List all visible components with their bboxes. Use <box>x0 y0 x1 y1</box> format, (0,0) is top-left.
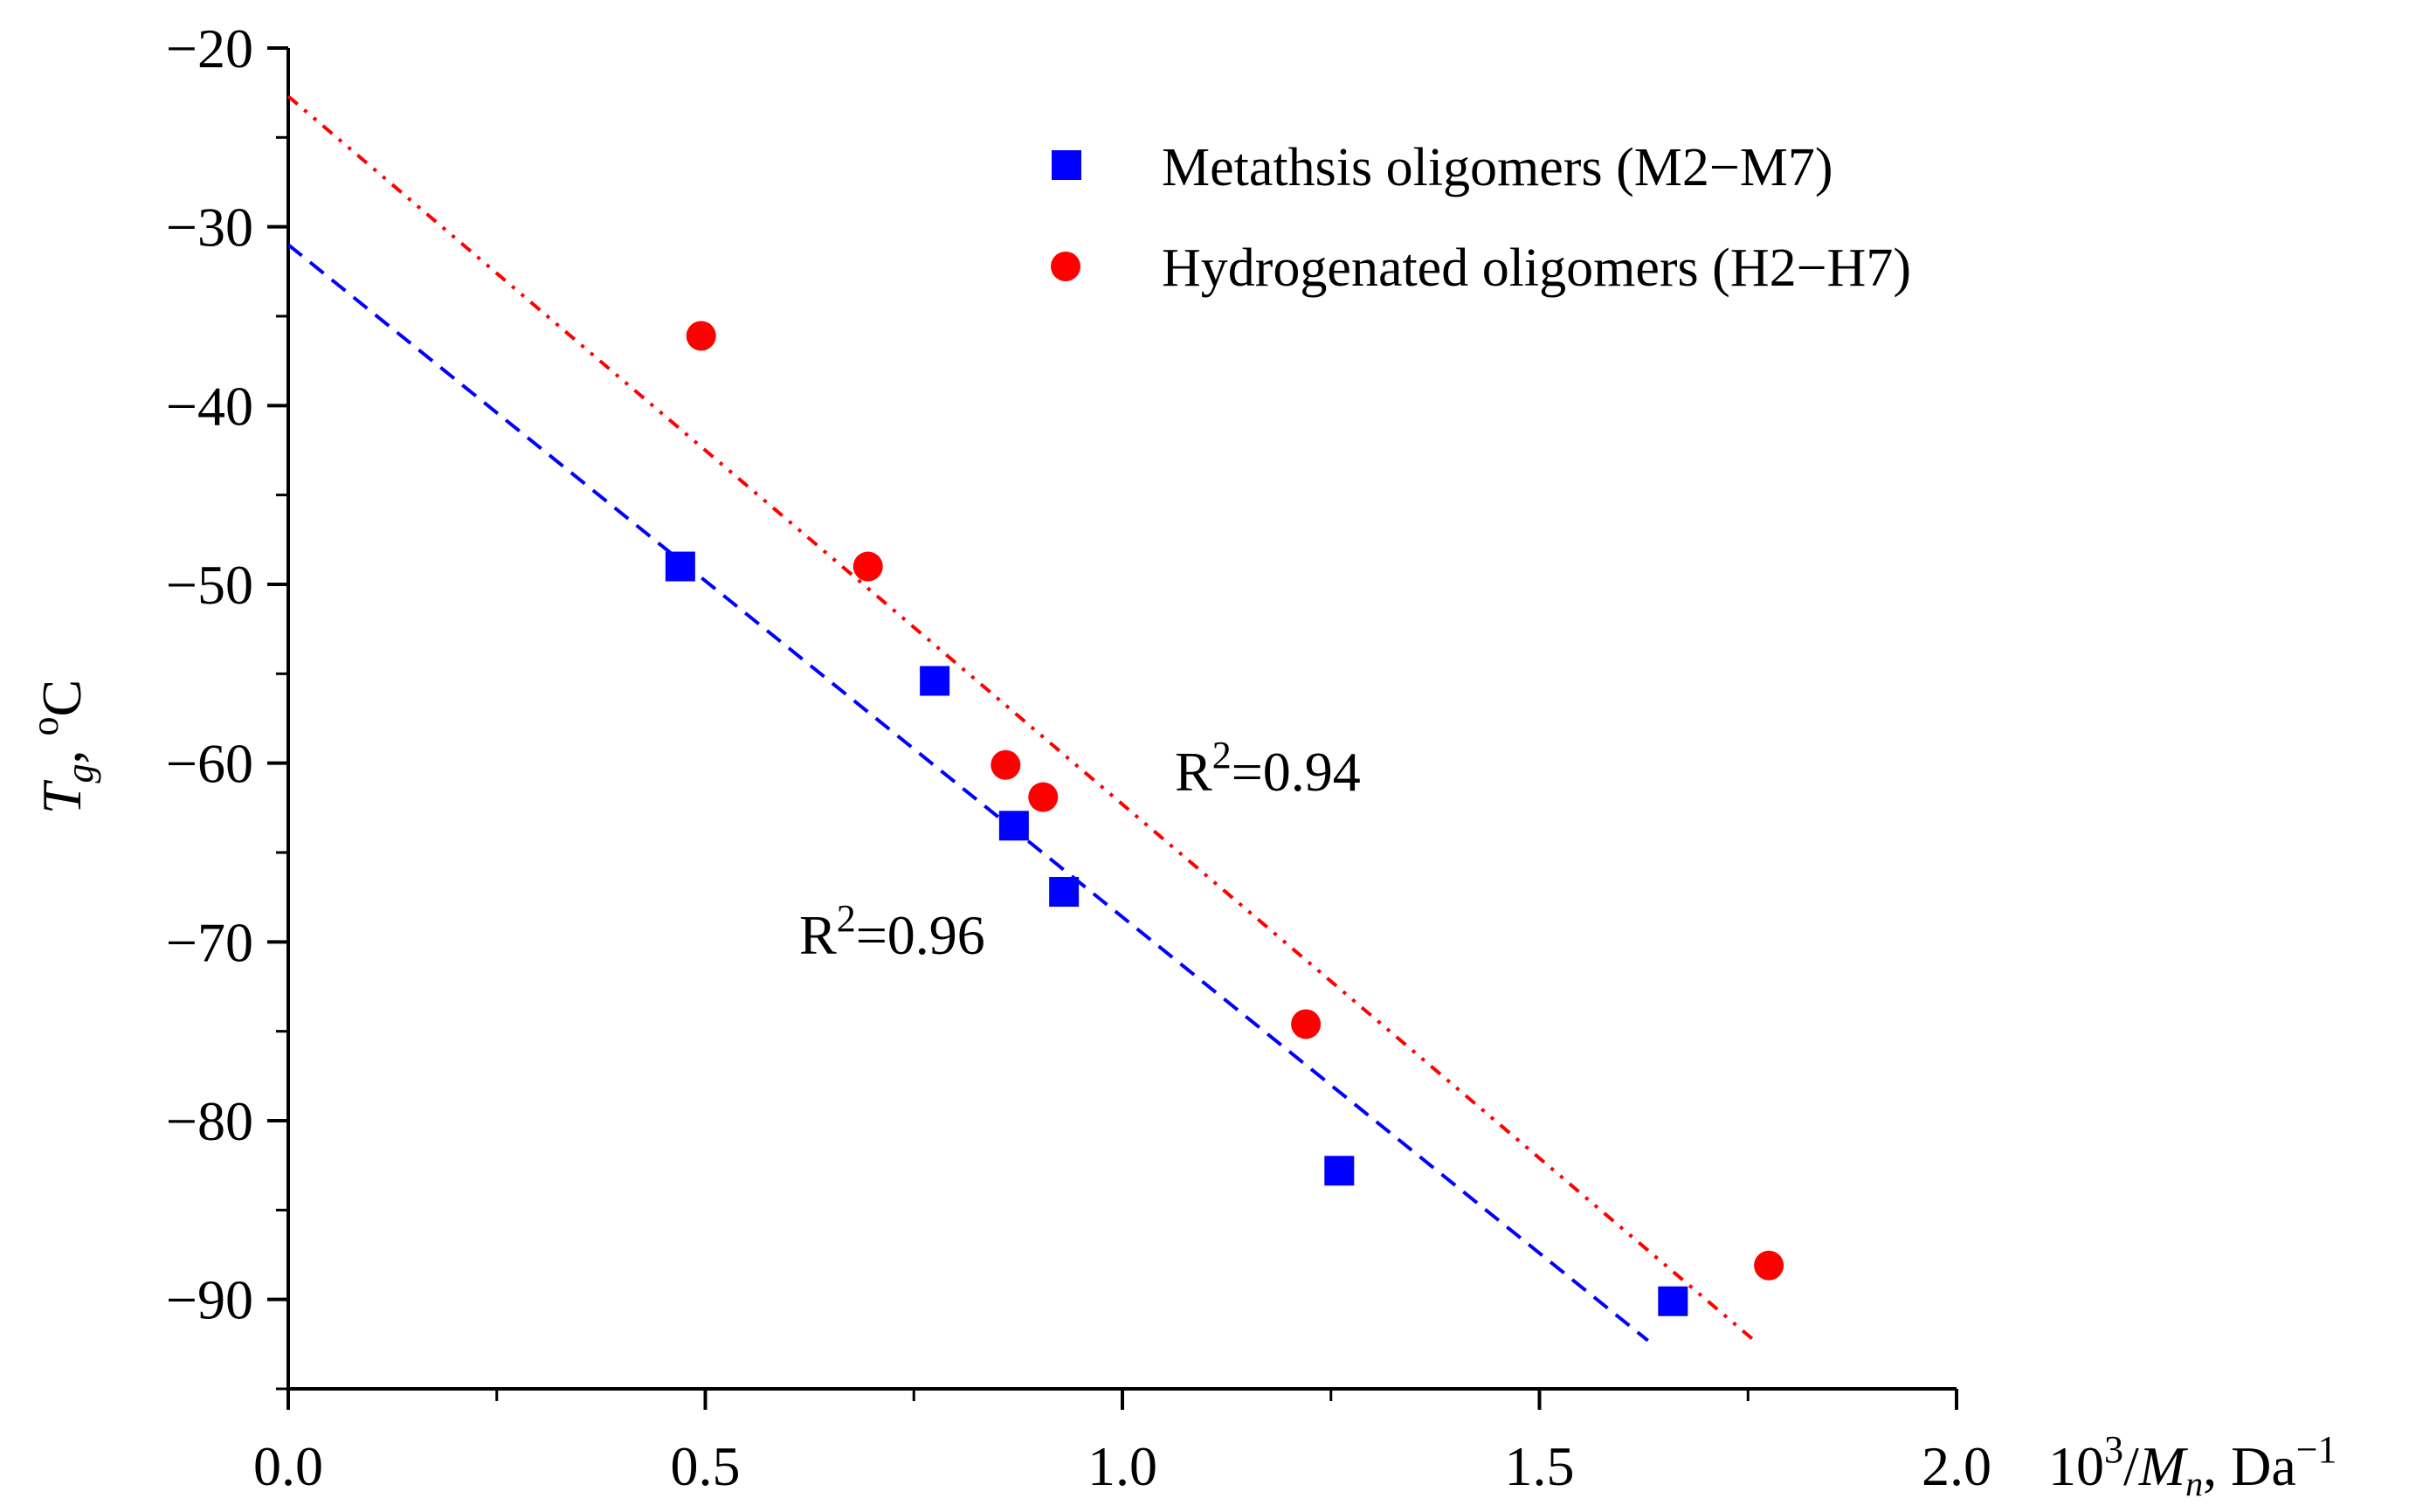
x-axis-title: 103/Mn, Da−1 <box>2048 1428 2337 1503</box>
legend-label-metathesis: Metathsis oligomers (M2−M7) <box>1162 138 1833 197</box>
r2-label-metathesis: R2=0.96 <box>799 897 985 966</box>
x-tick-label: 0.5 <box>671 1435 741 1497</box>
x-ticks: 0.0 0.5 1.0 1.5 2.0 <box>253 1389 1991 1497</box>
legend-marker-hydrogenated <box>1051 252 1080 281</box>
point-hydrogenated <box>991 749 1021 780</box>
fit-lines <box>286 94 1754 1343</box>
point-hydrogenated <box>1291 1009 1322 1039</box>
x-tick-label: 1.0 <box>1087 1435 1157 1497</box>
x-tick-label: 1.5 <box>1505 1435 1575 1497</box>
point-hydrogenated <box>1754 1250 1784 1281</box>
legend-label-hydrogenated: Hydrogenated oligomers (H2−H7) <box>1162 238 1911 298</box>
x-tick-label: 0.0 <box>253 1435 323 1497</box>
legend-marker-metathesis <box>1052 150 1081 180</box>
y-tick-label: −20 <box>166 17 253 79</box>
y-tick-label: −80 <box>166 1090 253 1152</box>
y-tick-label: −70 <box>166 911 253 973</box>
y-axis-title: Tg, oC <box>24 680 101 814</box>
y-ticks: −20 −30 −40 −50 −60 −70 −80 −90 <box>166 17 288 1391</box>
x-tick-label: 2.0 <box>1922 1435 1991 1497</box>
y-tick-label: −30 <box>166 197 253 259</box>
point-metathesis <box>665 551 695 582</box>
y-tick-label: −60 <box>166 733 253 795</box>
fit-line-hydrogenated <box>286 94 1754 1341</box>
point-hydrogenated <box>1028 782 1059 812</box>
y-tick-label: −90 <box>166 1269 253 1331</box>
y-tick-label: −50 <box>166 554 253 616</box>
legend: Metathsis oligomers (M2−M7) Hydrogenated… <box>1051 138 1911 298</box>
fit-line-metathesis <box>286 243 1649 1343</box>
point-metathesis <box>1658 1286 1688 1316</box>
point-metathesis <box>998 811 1029 841</box>
point-hydrogenated <box>852 551 883 582</box>
point-hydrogenated <box>686 321 716 351</box>
y-tick-label: −40 <box>166 375 253 437</box>
point-metathesis <box>1049 877 1080 908</box>
point-metathesis <box>1324 1156 1355 1186</box>
r2-label-hydrogenated: R2=0.94 <box>1175 734 1361 803</box>
data-points <box>665 321 1784 1316</box>
point-metathesis <box>920 666 950 696</box>
